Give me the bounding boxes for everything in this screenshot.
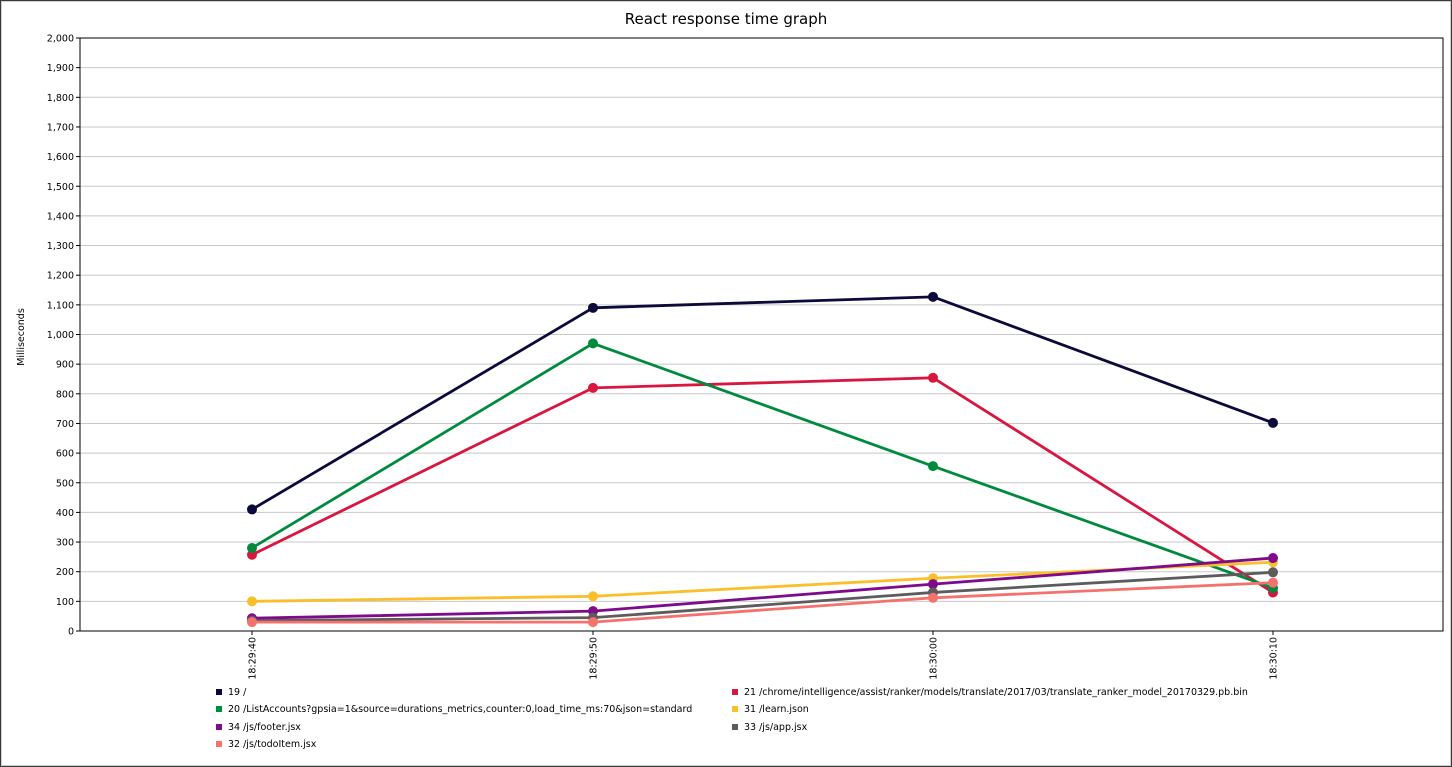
data-point — [588, 382, 598, 393]
data-point — [588, 591, 598, 602]
data-point — [247, 596, 257, 607]
legend-item: 21 /chrome/intelligence/assist/ranker/mo… — [732, 687, 1248, 698]
legend-label: 19 / — [228, 687, 247, 698]
legend-swatch — [216, 741, 222, 747]
y-tick-label: 1,000 — [47, 330, 74, 341]
legend-item: 31 /learn.json — [732, 704, 809, 715]
data-point — [928, 592, 938, 603]
series-1 — [247, 291, 1278, 515]
legend-swatch — [216, 724, 222, 730]
y-tick-label: 1,500 — [47, 182, 74, 193]
y-tick-label: 200 — [56, 567, 74, 578]
data-point — [247, 504, 257, 515]
data-point — [588, 302, 598, 313]
legend-label: 31 /learn.json — [744, 704, 809, 715]
series-line — [251, 376, 1274, 594]
legend-label: 32 /js/todoItem.jsx — [228, 739, 317, 750]
data-point — [247, 542, 257, 553]
series-line — [251, 295, 1274, 511]
x-tick-label: 18:30:00 — [929, 637, 940, 680]
y-tick-label: 1,200 — [47, 271, 74, 282]
y-tick-label: 800 — [56, 389, 74, 400]
legend-item: 19 / — [216, 687, 247, 698]
legend-label: 33 /js/app.jsx — [744, 722, 808, 733]
data-point — [928, 579, 938, 590]
legend: 19 / 21 /chrome/intelligence/assist/ranke… — [216, 687, 1248, 750]
data-point — [928, 372, 938, 383]
series-2 — [247, 372, 1278, 598]
data-point — [588, 617, 598, 628]
series-line — [251, 341, 1274, 590]
series-3 — [247, 338, 1278, 594]
series-7 — [247, 577, 1278, 628]
legend-item: 20 /ListAccounts?gpsia=1&source=duration… — [216, 704, 692, 715]
series-line — [252, 581, 1274, 624]
y-tick-label: 0 — [68, 627, 74, 638]
data-point — [1268, 417, 1278, 428]
series-line — [251, 556, 1274, 620]
series-line — [251, 570, 1274, 623]
legend-item: 33 /js/app.jsx — [732, 722, 808, 733]
y-tick-label: 1,400 — [47, 211, 74, 222]
y-tick-label: 600 — [56, 449, 74, 460]
legend-swatch — [732, 689, 738, 695]
y-tick-label: 1,800 — [47, 93, 74, 104]
legend-item: 32 /js/todoItem.jsx — [216, 739, 317, 750]
y-tick-label: 500 — [56, 478, 74, 489]
y-tick-label: 900 — [56, 360, 74, 371]
data-point — [928, 291, 938, 302]
y-tick-label: 1,300 — [47, 241, 74, 252]
x-tick-label: 18:30:10 — [1269, 637, 1280, 680]
x-tick-label: 18:29:50 — [589, 637, 600, 680]
y-tick-label: 1,100 — [47, 300, 74, 311]
y-tick-label: 2,000 — [47, 34, 74, 45]
legend-swatch — [732, 706, 738, 712]
x-tick-label: 18:29:40 — [248, 637, 259, 680]
chart-title: React response time graph — [625, 10, 828, 28]
y-tick-label: 100 — [56, 597, 74, 608]
series-layer — [247, 291, 1278, 628]
y-tick-label: 1,700 — [47, 122, 74, 133]
legend-label: 20 /ListAccounts?gpsia=1&source=duration… — [228, 704, 692, 715]
y-axis-title: Milliseconds — [16, 308, 27, 366]
data-point — [928, 461, 938, 472]
y-tick-label: 700 — [56, 419, 74, 430]
data-point — [588, 338, 598, 349]
legend-item: 34 /js/footer.jsx — [216, 722, 301, 733]
y-axis: 0 100 200 300 400 500 600 700 800 900 1,000 1,100 1,… — [47, 34, 80, 638]
legend-label: 21 /chrome/intelligence/assist/ranker/mo… — [744, 687, 1248, 698]
legend-label: 34 /js/footer.jsx — [228, 722, 301, 733]
legend-swatch — [216, 706, 222, 712]
x-axis: 18:29:40 18:29:50 18:30:00 18:30:10 — [248, 631, 1280, 680]
y-tick-label: 1,600 — [47, 152, 74, 163]
y-tick-label: 300 — [56, 538, 74, 549]
y-tick-label: 400 — [56, 508, 74, 519]
legend-swatch — [732, 724, 738, 730]
grid-layer — [80, 67, 1443, 602]
data-point — [1268, 553, 1278, 564]
legend-swatch — [216, 689, 222, 695]
data-point — [247, 617, 257, 628]
data-point — [1268, 567, 1278, 578]
y-tick-label: 1,900 — [47, 63, 74, 74]
data-point — [1268, 577, 1278, 588]
